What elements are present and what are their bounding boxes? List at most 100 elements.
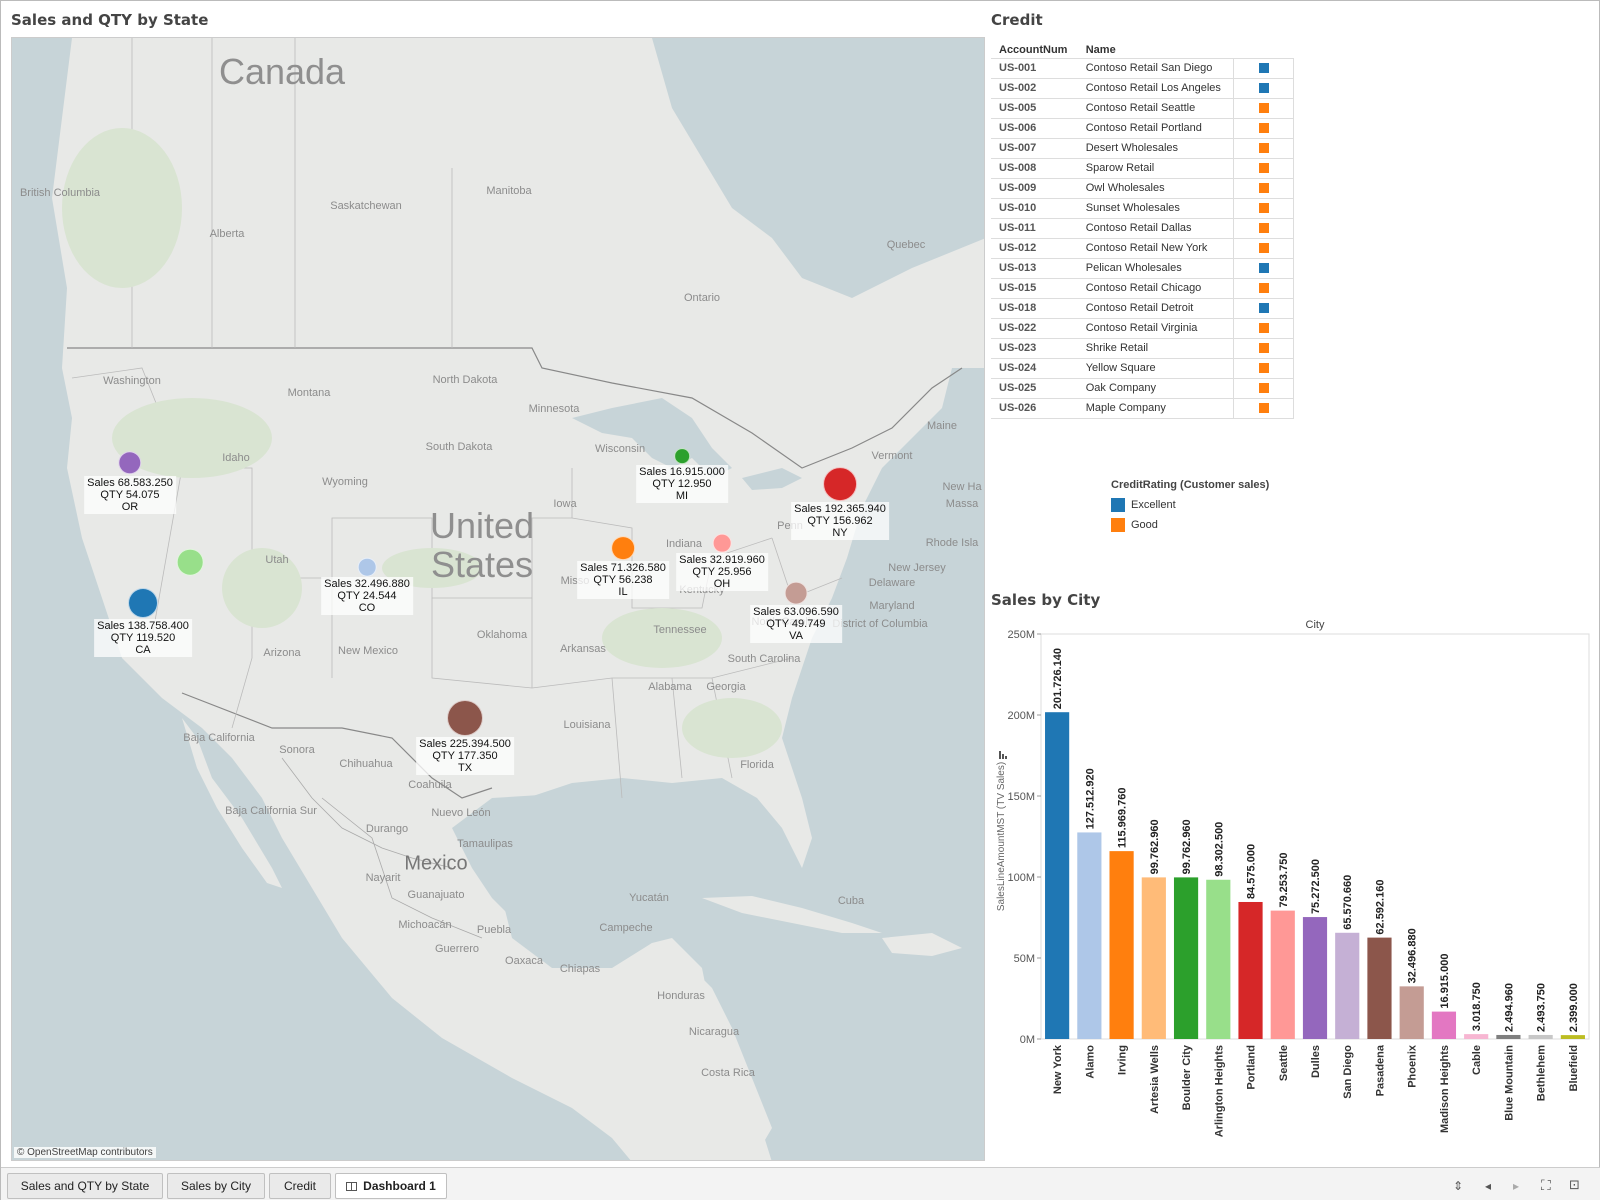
credit-rating-cell[interactable]	[1233, 357, 1294, 378]
credit-rating-cell[interactable]	[1233, 77, 1294, 98]
bar-irving[interactable]	[1109, 851, 1134, 1039]
map-mark-co[interactable]	[357, 557, 377, 577]
category-label[interactable]: Seattle	[1278, 1045, 1290, 1081]
credit-row[interactable]: US-026 Maple Company	[991, 397, 1294, 419]
column-header-accountnum[interactable]: AccountNum	[999, 43, 1068, 56]
map-mark-il[interactable]	[611, 536, 635, 560]
credit-rating-cell[interactable]	[1233, 377, 1294, 398]
map-mark-ca[interactable]	[128, 588, 158, 618]
credit-row[interactable]: US-011 Contoso Retail Dallas	[991, 217, 1294, 238]
map-mark-nv[interactable]	[176, 548, 204, 576]
sheet-sorter-icon[interactable]: ⇕	[1453, 1179, 1464, 1193]
credit-rating-cell[interactable]	[1233, 137, 1294, 158]
credit-rating-cell[interactable]	[1233, 157, 1294, 178]
category-label[interactable]: Dulles	[1310, 1045, 1322, 1078]
bar-bluefield[interactable]	[1560, 1035, 1585, 1039]
credit-row[interactable]: US-001 Contoso Retail San Diego	[991, 57, 1294, 78]
bar-artesia-wells[interactable]	[1141, 877, 1166, 1039]
category-label[interactable]: Boulder City	[1181, 1044, 1193, 1110]
map-mark-va[interactable]	[784, 581, 808, 605]
sales-by-city-chart[interactable]: City 0M 50M 100M 150M 200M 250M SalesLineAmount…	[991, 616, 1591, 1161]
bar-phoenix[interactable]	[1399, 986, 1424, 1039]
bar-arlington-heights[interactable]	[1206, 879, 1231, 1039]
credit-rating-cell[interactable]	[1233, 97, 1294, 118]
bar-pasadena[interactable]	[1367, 937, 1392, 1039]
credit-rating-cell[interactable]	[1233, 397, 1294, 419]
category-label[interactable]: Blue Mountain	[1503, 1045, 1515, 1121]
tab-dashboard-1[interactable]: Dashboard 1	[335, 1173, 447, 1199]
bar-portland[interactable]	[1238, 901, 1263, 1039]
bar-dulles[interactable]	[1302, 917, 1328, 1039]
category-label[interactable]: San Diego	[1342, 1045, 1354, 1099]
credit-rating-cell[interactable]	[1233, 117, 1294, 138]
bar-alamo[interactable]	[1077, 832, 1102, 1039]
y-axis-label[interactable]: SalesLineAmountMST (TV Sales)	[996, 762, 1007, 911]
tab-sales-and-qty-by-state[interactable]: Sales and QTY by State	[7, 1173, 163, 1199]
credit-row[interactable]: US-008 Sparow Retail	[991, 157, 1294, 178]
credit-row[interactable]: US-025 Oak Company	[991, 377, 1294, 398]
map-mark-ny[interactable]	[823, 467, 857, 501]
credit-rating-cell[interactable]	[1233, 217, 1294, 238]
credit-rating-cell[interactable]	[1233, 237, 1294, 258]
category-label[interactable]: Arlington Heights	[1213, 1045, 1225, 1137]
credit-rating-cell[interactable]	[1233, 337, 1294, 358]
credit-row[interactable]: US-023 Shrike Retail	[991, 337, 1294, 358]
bar-bethlehem[interactable]	[1528, 1034, 1553, 1039]
legend-item-good[interactable]: Good	[1111, 515, 1269, 535]
bar-blue-mountain[interactable]	[1496, 1034, 1521, 1039]
bar-san-diego[interactable]	[1335, 932, 1360, 1039]
fullscreen-icon[interactable]: ⛶	[1541, 1177, 1551, 1193]
category-label[interactable]: Bethlehem	[1536, 1045, 1548, 1101]
credit-rating-cell[interactable]	[1233, 197, 1294, 218]
next-sheet-icon[interactable]: ▸	[1513, 1179, 1520, 1193]
credit-rating-cell[interactable]	[1233, 257, 1294, 278]
credit-row[interactable]: US-015 Contoso Retail Chicago	[991, 277, 1294, 298]
map-mark-tx[interactable]	[447, 700, 483, 736]
bar-seattle[interactable]	[1270, 910, 1295, 1039]
category-label[interactable]: Irving	[1117, 1045, 1129, 1075]
map-attribution[interactable]: © OpenStreetMap contributors	[14, 1147, 156, 1158]
credit-row[interactable]: US-006 Contoso Retail Portland	[991, 117, 1294, 138]
credit-rating-cell[interactable]	[1233, 177, 1294, 198]
credit-row[interactable]: US-022 Contoso Retail Virginia	[991, 317, 1294, 338]
credit-row[interactable]: US-009 Owl Wholesales	[991, 177, 1294, 198]
category-label[interactable]: Cable	[1471, 1045, 1483, 1075]
tab-sales-by-city[interactable]: Sales by City	[167, 1173, 265, 1199]
bar-boulder-city[interactable]	[1173, 877, 1199, 1039]
credit-row[interactable]: US-024 Yellow Square	[991, 357, 1294, 378]
tab-credit[interactable]: Credit	[269, 1173, 331, 1199]
credit-row[interactable]: US-010 Sunset Wholesales	[991, 197, 1294, 218]
category-label[interactable]: Pasadena	[1374, 1044, 1386, 1096]
previous-sheet-icon[interactable]: ◂	[1485, 1179, 1492, 1193]
bar-new-york[interactable]	[1045, 712, 1070, 1039]
credit-rating-cell[interactable]	[1233, 57, 1294, 78]
category-label[interactable]: New York	[1052, 1044, 1064, 1094]
credit-table[interactable]: AccountNum Name US-001 Contoso Retail San…	[991, 41, 1294, 419]
category-label[interactable]: Phoenix	[1407, 1044, 1419, 1088]
legend-item-excellent[interactable]: Excellent	[1111, 495, 1269, 515]
map-mark-or[interactable]	[118, 451, 142, 475]
credit-rating-legend[interactable]: CreditRating (Customer sales) Excellent …	[1111, 479, 1269, 535]
map-mark-oh[interactable]	[712, 533, 732, 553]
credit-rating-cell[interactable]	[1233, 297, 1294, 318]
map-mark-mi[interactable]	[674, 448, 690, 464]
bar-cable[interactable]	[1464, 1034, 1489, 1039]
credit-row[interactable]: US-002 Contoso Retail Los Angeles	[991, 77, 1294, 98]
category-label[interactable]: Bluefield	[1568, 1045, 1580, 1091]
credit-rating-cell[interactable]	[1233, 317, 1294, 338]
category-label[interactable]: Artesia Wells	[1149, 1045, 1161, 1114]
sales-qty-map[interactable]: Canada United States Mexico British Columbia…	[11, 37, 985, 1161]
credit-row[interactable]: US-018 Contoso Retail Detroit	[991, 297, 1294, 318]
credit-row[interactable]: US-005 Contoso Retail Seattle	[991, 97, 1294, 118]
bar-madison-heights[interactable]	[1431, 1011, 1457, 1039]
credit-row[interactable]: US-007 Desert Wholesales	[991, 137, 1294, 158]
category-label[interactable]: Portland	[1246, 1045, 1258, 1090]
category-label[interactable]: Madison Heights	[1439, 1045, 1451, 1133]
credit-rating-cell[interactable]	[1233, 277, 1294, 298]
column-header-name[interactable]: Name	[1085, 43, 1116, 56]
credit-row[interactable]: US-012 Contoso Retail New York	[991, 237, 1294, 258]
category-label[interactable]: Alamo	[1084, 1045, 1096, 1079]
column-header-city[interactable]: City	[1306, 619, 1325, 631]
presentation-mode-icon[interactable]: ⊡	[1569, 1177, 1580, 1192]
credit-row[interactable]: US-013 Pelican Wholesales	[991, 257, 1294, 278]
